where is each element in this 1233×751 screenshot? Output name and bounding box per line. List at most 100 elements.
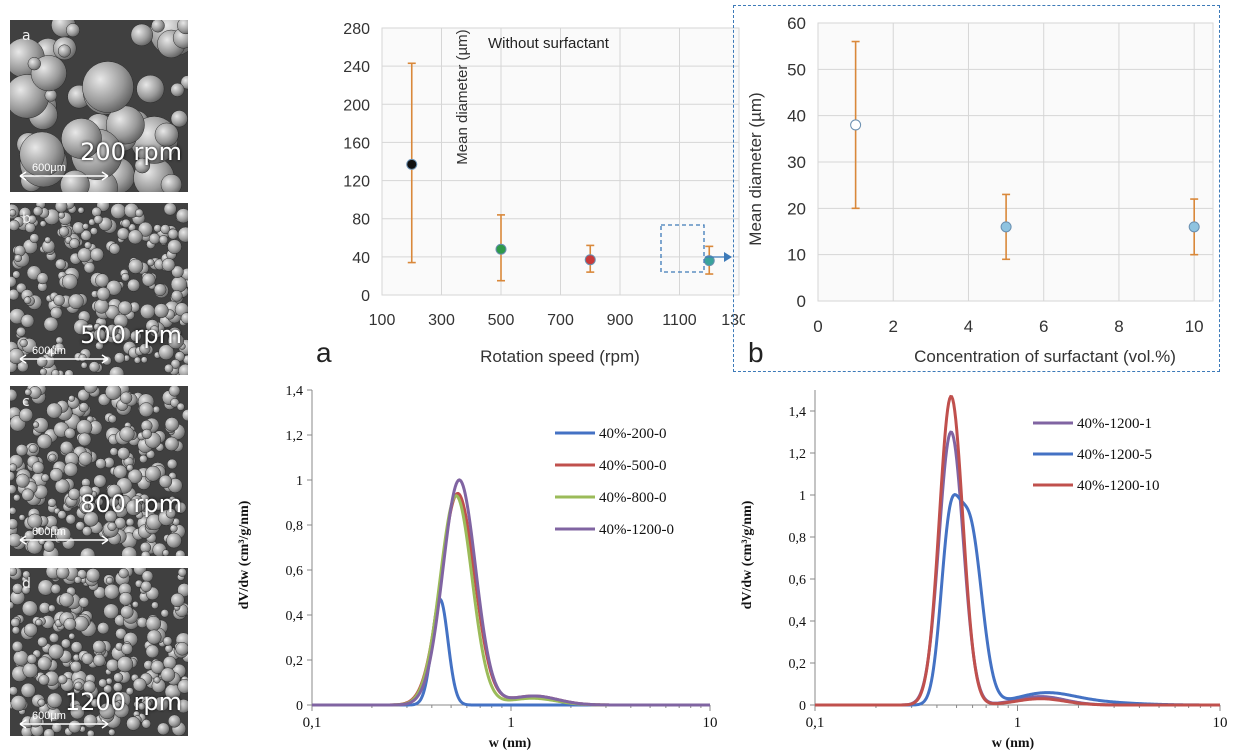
sem-particle [139,303,156,320]
sem-particle [65,23,80,38]
sem-particle [39,368,47,375]
data-points [850,40,1200,261]
sem-particle [49,632,60,643]
sem-particle [64,427,76,439]
sem-particle [10,209,17,217]
sem-particle [26,538,43,555]
sem-particle [106,484,122,499]
y-tick-label: 0 [797,292,806,311]
sem-particle [13,494,21,502]
sem-particle [57,510,67,520]
series-line [815,394,1220,707]
sem-particle [23,622,38,637]
sem-particle [114,352,126,364]
y-tick-label: 30 [787,153,806,172]
sem-particle [88,502,97,511]
sem-particle [140,550,151,556]
sem-particle [15,444,28,457]
sem-particle [145,644,160,659]
sem-particle [55,568,70,580]
sem-particle [48,643,64,660]
y-tick-label: 1 [296,474,303,489]
sem-particle [83,261,96,274]
sem-particle [170,82,185,97]
sem-particle [70,660,82,673]
sem-particle [63,462,78,477]
series-line [312,597,710,707]
sem-particle [170,592,185,608]
sem-particle [168,386,181,397]
sem-particle [27,214,37,224]
sem-particle [167,332,185,349]
sem-particle [21,600,38,617]
sem-particle [39,220,47,228]
y-tick-label: 80 [352,212,370,229]
sem-particle [50,583,61,595]
sem-particle [10,484,17,495]
sem-particle [36,272,49,285]
y-tick-labels: 0 40 80 120 160 200 240 280 [343,21,370,305]
legend-label: 40%-1200-10 [1077,478,1160,494]
sem-particle [35,618,43,627]
sem-particle [177,583,188,598]
sem-particle [169,524,178,533]
sem-particle [127,229,143,245]
sem-letter: c [22,394,30,410]
sem-particle [154,122,179,147]
sem-particle [75,521,85,531]
sem-particle [145,615,162,632]
data-point [406,62,418,264]
sem-particle [152,405,161,414]
sem-particle [131,601,139,608]
sem-particle [117,300,133,315]
legend-label: 40%-1200-1 [1077,416,1152,432]
sem-particle [151,601,159,610]
sem-particle [65,514,76,525]
sem-particle [96,286,111,301]
sem-scale-label: 600µm [32,345,66,357]
sem-particle [80,361,88,369]
series-line [312,478,710,707]
sem-particle [177,679,188,694]
legend-label: 40%-800-0 [599,490,667,506]
sem-particle [79,547,96,556]
sem-particle [134,157,151,174]
legend-label: 40%-200-0 [599,426,667,442]
sem-particle [108,728,116,736]
sem-particle [77,388,90,402]
sem-particle [26,653,38,665]
sem-particle [54,203,68,213]
sem-particle [137,221,153,237]
sem-particle [46,348,56,358]
sem-particle [44,236,52,244]
x-tick-label: 100 [369,312,396,329]
sem-particle [145,465,161,482]
sem-particle [18,407,34,423]
sem-particle [148,232,161,245]
y-tick-label: 200 [343,97,370,114]
sem-image-d: d 1200 rpm 600µm [10,568,188,736]
sem-image-c: c 800 rpm 600µm [10,386,188,556]
sem-particle [10,686,18,696]
sem-particle [153,224,162,233]
sem-particle [57,44,71,58]
legend: 40%-200-0 40%-500-0 40%-800-0 40%-1200-0 [555,426,674,538]
panel-label: b [748,337,764,368]
sem-particle [150,660,165,674]
sem-particle [69,238,80,249]
x-tick-labels: 0,1 1 10 [303,715,718,731]
y-tick-label: 0 [361,288,370,305]
y-tick-label: 240 [343,59,370,76]
sem-particle [84,241,92,250]
y-axis-label: dV/dw (cm³/g/nm) [740,500,755,609]
sem-particle [83,511,99,527]
sem-particle [113,464,128,479]
sem-particle [107,521,117,532]
sem-particle [175,549,186,556]
panel-label: a [316,337,332,368]
sem-particle [98,702,116,720]
sem-particle [59,592,74,608]
sem-particle [180,312,188,324]
y-tick-label: 0,2 [286,654,304,669]
sem-scale-label: 600µm [32,710,66,722]
